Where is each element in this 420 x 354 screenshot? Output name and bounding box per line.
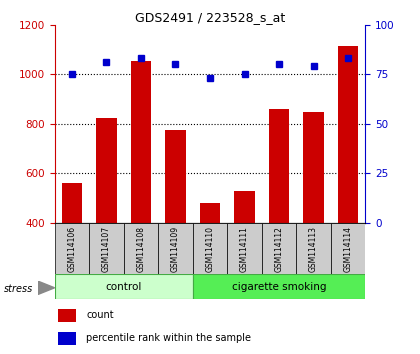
Bar bbox=[61, 183, 82, 223]
Text: GSM114109: GSM114109 bbox=[171, 225, 180, 272]
Bar bbox=[269, 109, 289, 223]
Bar bbox=[234, 191, 255, 223]
Text: control: control bbox=[105, 282, 142, 292]
Text: GSM114111: GSM114111 bbox=[240, 226, 249, 272]
Bar bbox=[338, 46, 359, 223]
Text: GSM114114: GSM114114 bbox=[344, 226, 353, 272]
Bar bbox=[58, 332, 76, 345]
Text: GSM114112: GSM114112 bbox=[275, 226, 284, 272]
Bar bbox=[331, 223, 365, 274]
Bar bbox=[89, 223, 123, 274]
Bar bbox=[297, 223, 331, 274]
Bar bbox=[131, 61, 151, 223]
Bar bbox=[193, 274, 365, 299]
Text: GSM114110: GSM114110 bbox=[205, 226, 215, 272]
Text: GSM114107: GSM114107 bbox=[102, 225, 111, 272]
Text: stress: stress bbox=[4, 284, 34, 293]
Text: cigarette smoking: cigarette smoking bbox=[232, 282, 326, 292]
Bar bbox=[55, 223, 89, 274]
Text: GSM114108: GSM114108 bbox=[136, 226, 145, 272]
Bar bbox=[227, 223, 262, 274]
Bar bbox=[262, 223, 297, 274]
Bar bbox=[165, 130, 186, 223]
Text: percentile rank within the sample: percentile rank within the sample bbox=[87, 333, 251, 343]
Text: GSM114106: GSM114106 bbox=[67, 225, 76, 272]
Bar bbox=[58, 309, 76, 322]
Text: count: count bbox=[87, 310, 114, 320]
Bar bbox=[158, 223, 193, 274]
Text: GSM114113: GSM114113 bbox=[309, 226, 318, 272]
Polygon shape bbox=[38, 281, 55, 295]
Bar bbox=[123, 223, 158, 274]
Bar bbox=[200, 203, 221, 223]
Bar bbox=[96, 118, 117, 223]
Bar bbox=[193, 223, 227, 274]
Bar bbox=[303, 112, 324, 223]
Title: GDS2491 / 223528_s_at: GDS2491 / 223528_s_at bbox=[135, 11, 285, 24]
Bar bbox=[55, 274, 193, 299]
